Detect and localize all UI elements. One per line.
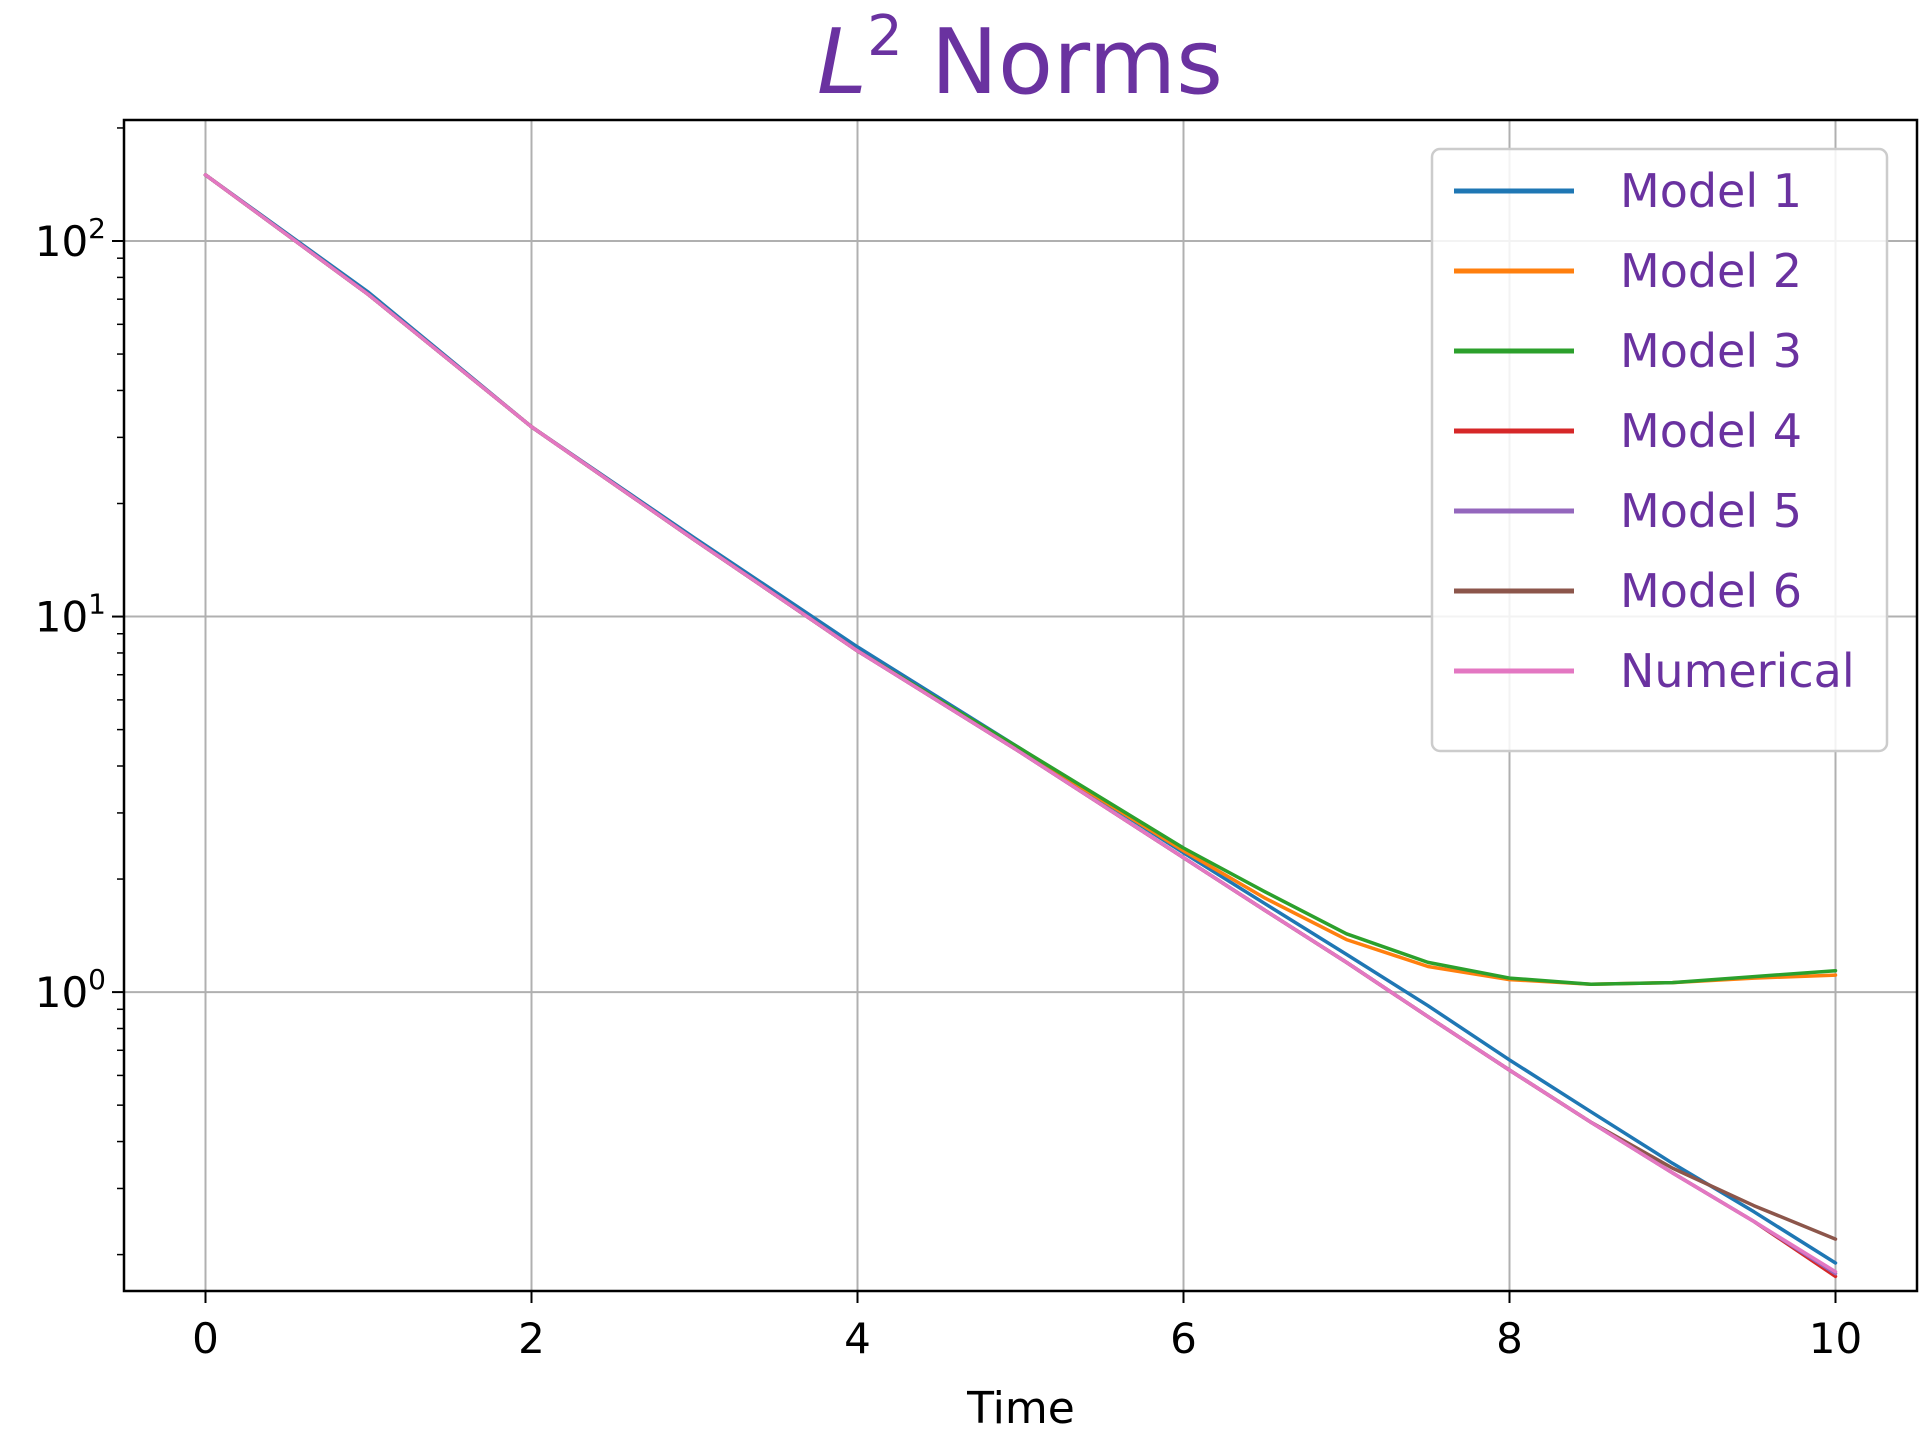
series-lines xyxy=(203,173,1838,1279)
chart-title-base: L xyxy=(817,10,867,115)
y-tick-label: 101 xyxy=(35,588,106,642)
legend-label: Model 6 xyxy=(1620,564,1802,618)
plot-area-frame xyxy=(122,118,1919,1293)
legend-label: Model 1 xyxy=(1620,164,1802,218)
x-tick-label: 4 xyxy=(844,1314,871,1363)
legend-label: Model 4 xyxy=(1620,404,1802,458)
axis-ticks: 0 2 4 6 8 10 100 101 102 xyxy=(35,127,1862,1363)
x-tick-label: 6 xyxy=(1170,1314,1197,1363)
legend-label: Model 5 xyxy=(1620,484,1802,538)
chart-title-superscript: 2 xyxy=(867,4,903,69)
x-tick-label: 2 xyxy=(518,1314,545,1363)
y-tick-label: 100 xyxy=(35,963,106,1017)
x-tick-label: 8 xyxy=(1496,1314,1523,1363)
legend-label: Model 3 xyxy=(1620,324,1802,378)
legend-box xyxy=(1430,147,1889,753)
chart-title-rest: Norms xyxy=(931,10,1223,115)
y-tick-label: 102 xyxy=(35,212,106,266)
legend-label: Numerical xyxy=(1620,644,1855,698)
legend-label: Model 2 xyxy=(1620,244,1802,298)
x-tick-label: 0 xyxy=(192,1314,219,1363)
series-line-7 xyxy=(203,173,1838,1274)
x-tick-label: 10 xyxy=(1809,1314,1862,1363)
x-axis-label: Time xyxy=(966,1383,1075,1434)
chart-title: L2 Norms xyxy=(817,4,1223,115)
legend: Model 1 Model 2 Model 3 Model 4 Model 5 Model… xyxy=(1430,147,1889,753)
